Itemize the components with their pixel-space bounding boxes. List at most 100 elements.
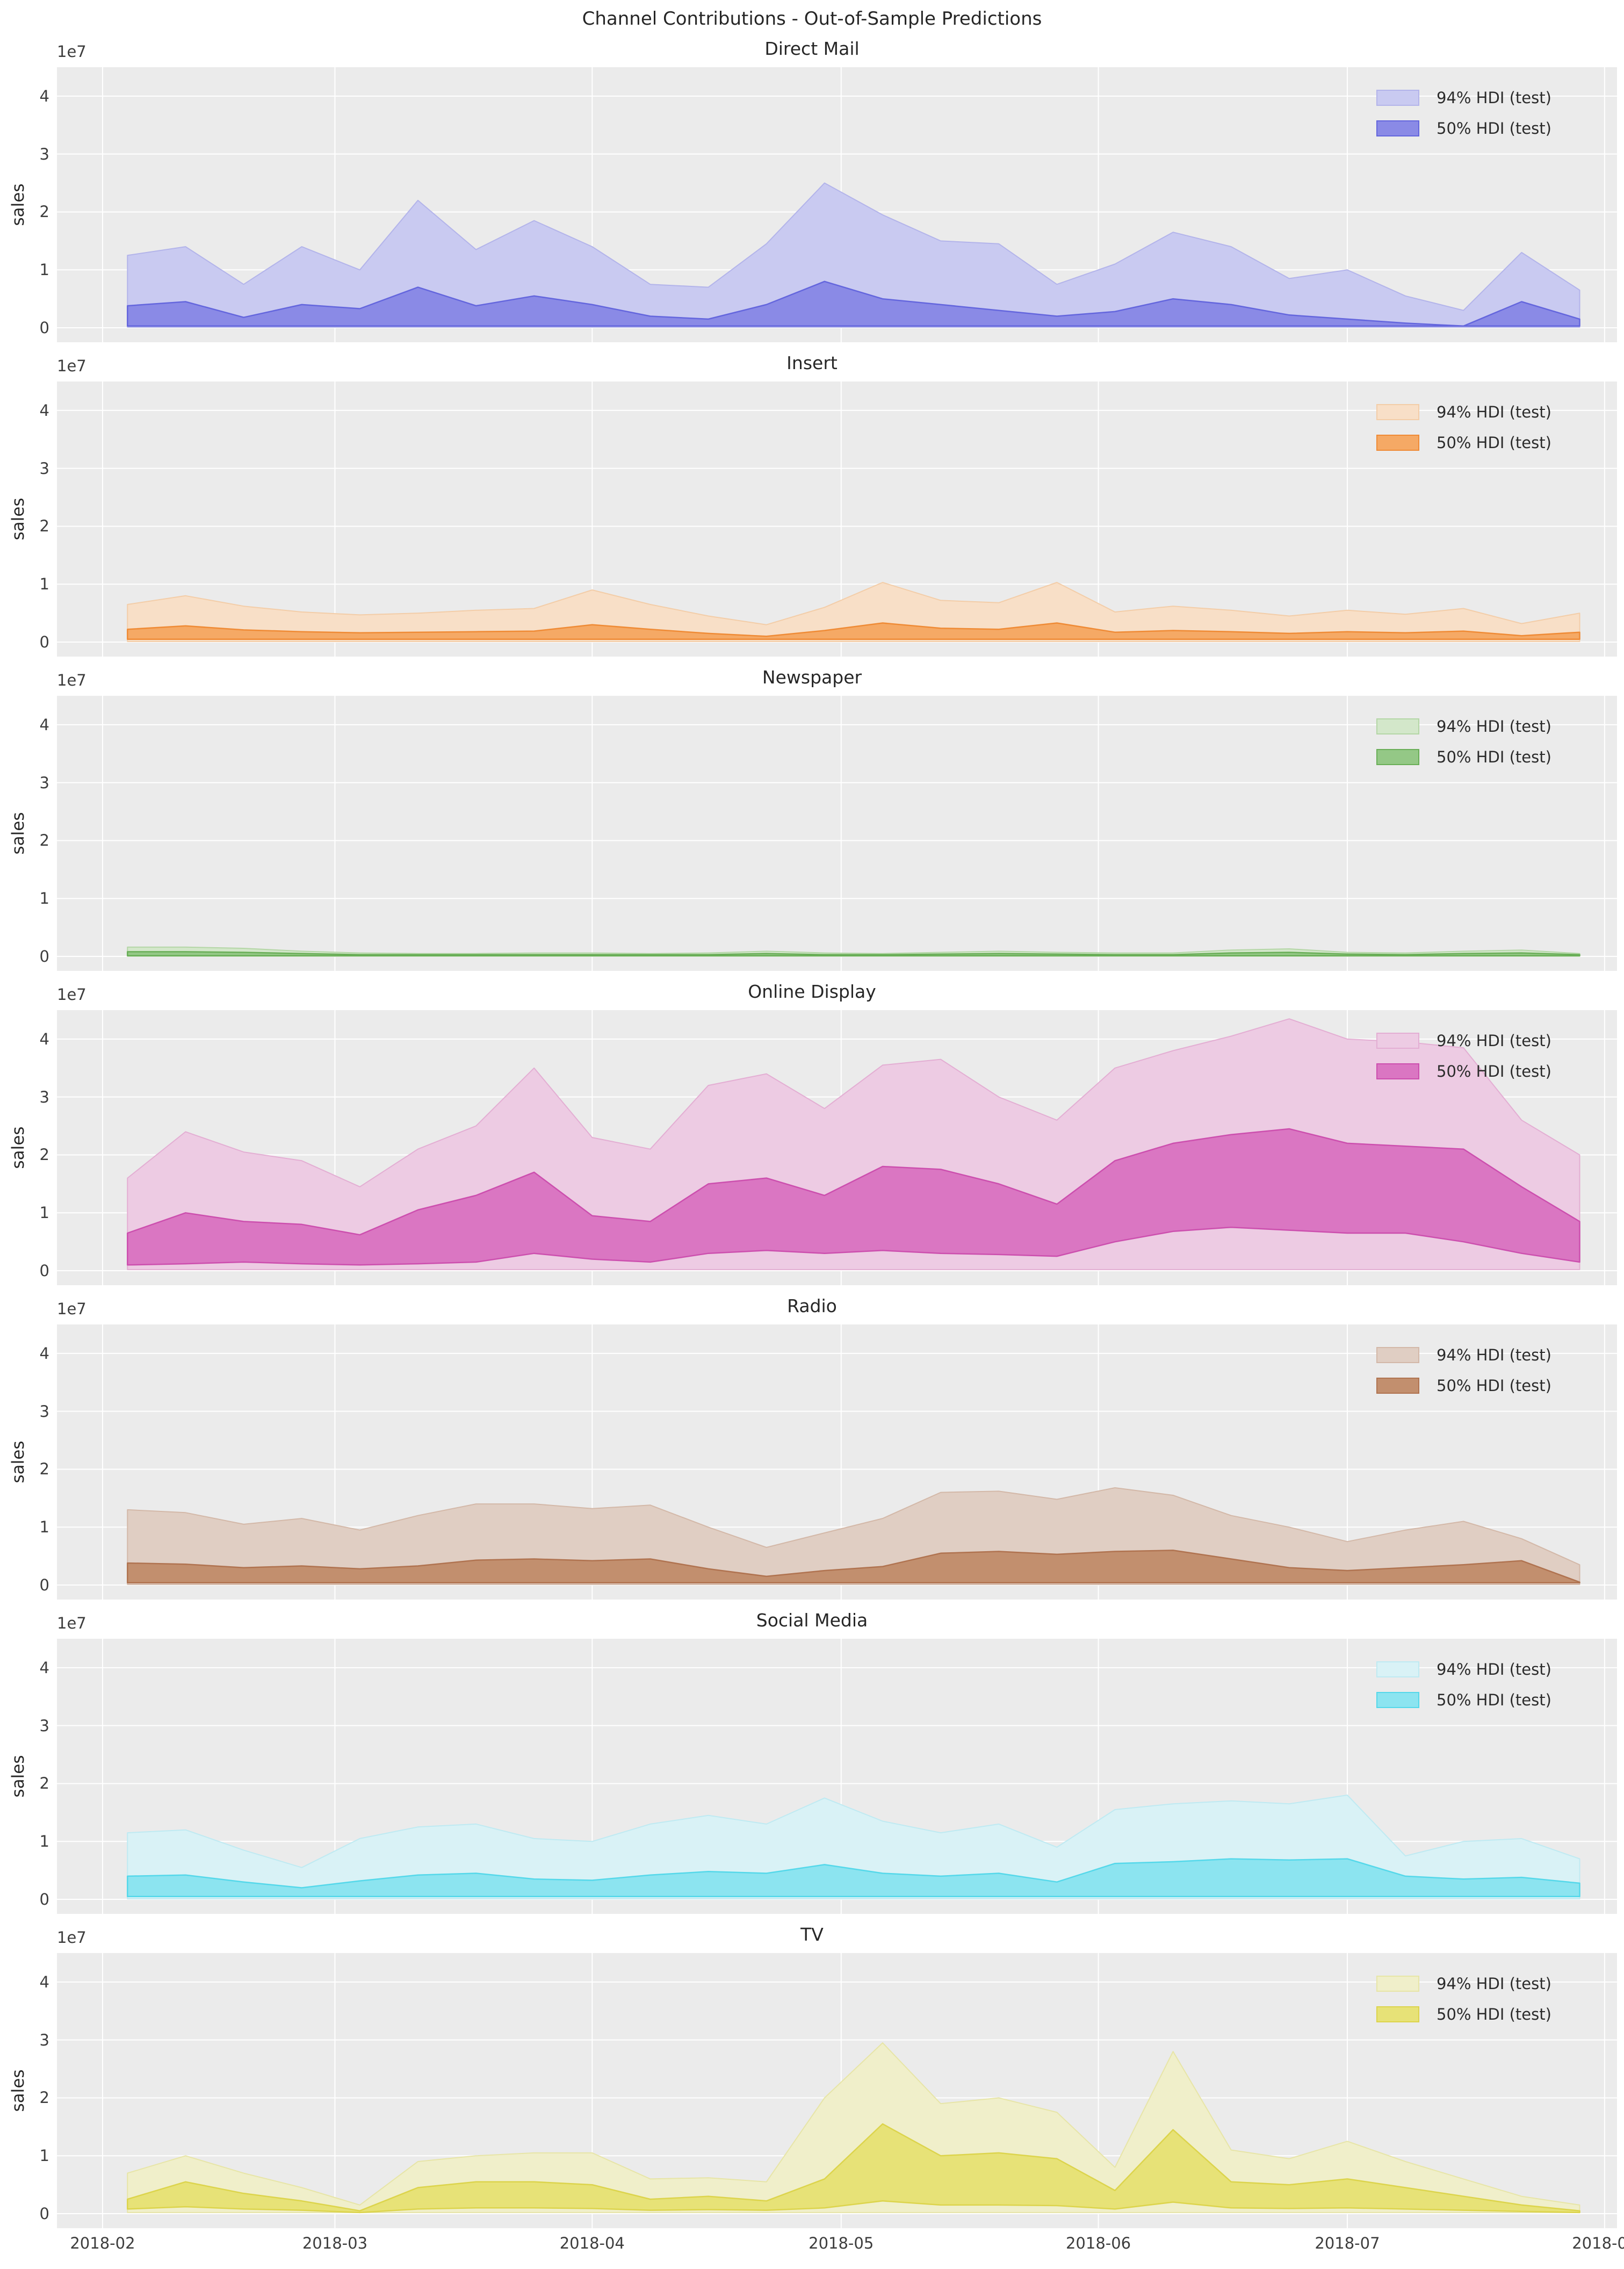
hdi50-legend-swatch-icon [1376,434,1419,451]
hdi94-legend-swatch-icon [1376,1032,1419,1049]
y-tick-label: 3 [39,459,49,478]
y-axis-ticks: 0 1 2 3 4 [0,1915,49,2228]
legend-label-50: 50% HDI (test) [1437,433,1551,452]
legend: 94% HDI (test) 50% HDI (test) [1376,1339,1551,1401]
y-tick-label: 3 [39,773,49,792]
y-tick-label: 0 [39,947,49,966]
y-offset-label: 1e7 [57,985,86,1004]
y-tick-label: 1 [39,1518,49,1537]
legend-row: 94% HDI (test) [1376,1025,1551,1056]
legend-row: 50% HDI (test) [1376,427,1551,458]
legend-row: 94% HDI (test) [1376,397,1551,427]
legend-row: 50% HDI (test) [1376,1684,1551,1715]
legend-label-94: 94% HDI (test) [1437,402,1551,421]
y-tick-label: 3 [39,1716,49,1735]
legend-label-50: 50% HDI (test) [1437,1376,1551,1395]
hdi94-legend-swatch-icon [1376,1346,1419,1363]
figure-title: Channel Contributions - Out-of-Sample Pr… [582,8,1042,30]
subplot-title: Newspaper [762,667,862,688]
legend-row: 50% HDI (test) [1376,741,1551,772]
y-axis-ticks: 0 1 2 3 4 [0,30,49,342]
x-tick-label: 2018-02 [70,2234,135,2252]
y-tick-label: 2 [39,1460,49,1479]
legend-label-94: 94% HDI (test) [1437,1031,1551,1050]
legend: 94% HDI (test) 50% HDI (test) [1376,1025,1551,1086]
subplot-title: Direct Mail [764,38,860,59]
legend-row: 50% HDI (test) [1376,1056,1551,1086]
legend-label-50: 50% HDI (test) [1437,1062,1551,1081]
x-tick-label: 2018-08 [1572,2234,1624,2252]
hdi50-legend-swatch-icon [1376,1691,1419,1708]
legend-label-94: 94% HDI (test) [1437,88,1551,107]
y-tick-label: 2 [39,1774,49,1793]
legend-row: 94% HDI (test) [1376,1339,1551,1370]
legend-row: 50% HDI (test) [1376,113,1551,143]
y-offset-label: 1e7 [57,42,86,61]
hdi50-legend-swatch-icon [1376,2006,1419,2022]
y-tick-label: 0 [39,1262,49,1280]
y-offset-label: 1e7 [57,1300,86,1318]
legend-label-50: 50% HDI (test) [1437,747,1551,766]
y-offset-label: 1e7 [57,671,86,689]
y-tick-label: 1 [39,261,49,279]
y-tick-label: 4 [39,1658,49,1677]
x-tick-label: 2018-04 [559,2234,625,2252]
y-tick-label: 1 [39,1204,49,1222]
legend-label-50: 50% HDI (test) [1437,119,1551,138]
y-tick-label: 4 [39,1344,49,1363]
hdi94-legend-swatch-icon [1376,89,1419,106]
x-tick-label: 2018-03 [302,2234,368,2252]
y-axis-ticks: 0 1 2 3 4 [0,1601,49,1914]
y-tick-label: 4 [39,715,49,734]
legend-row: 94% HDI (test) [1376,82,1551,113]
subplot-title: Online Display [748,981,876,1002]
x-tick-label: 2018-07 [1315,2234,1380,2252]
x-tick-label: 2018-06 [1065,2234,1131,2252]
y-tick-label: 2 [39,831,49,850]
legend-row: 50% HDI (test) [1376,1999,1551,2029]
hdi50-legend-swatch-icon [1376,1063,1419,1079]
y-tick-label: 3 [39,1402,49,1421]
y-tick-label: 0 [39,1890,49,1909]
y-tick-label: 0 [39,633,49,652]
y-tick-label: 3 [39,2030,49,2049]
y-tick-label: 4 [39,401,49,420]
legend-label-94: 94% HDI (test) [1437,1345,1551,1364]
y-offset-label: 1e7 [57,1614,86,1632]
y-tick-label: 2 [39,517,49,536]
legend-row: 94% HDI (test) [1376,1654,1551,1684]
hdi50-legend-swatch-icon [1376,748,1419,765]
y-tick-label: 0 [39,319,49,337]
legend: 94% HDI (test) 50% HDI (test) [1376,1968,1551,2029]
hdi50-legend-swatch-icon [1376,120,1419,136]
legend-label-50: 50% HDI (test) [1437,1690,1551,1709]
subplot-title: TV [800,1924,824,1945]
hdi94-legend-swatch-icon [1376,404,1419,420]
legend: 94% HDI (test) 50% HDI (test) [1376,397,1551,458]
y-tick-label: 2 [39,2088,49,2107]
x-tick-label: 2018-05 [809,2234,874,2252]
legend-row: 94% HDI (test) [1376,711,1551,741]
y-tick-label: 4 [39,1029,49,1048]
legend-row: 50% HDI (test) [1376,1370,1551,1401]
legend: 94% HDI (test) 50% HDI (test) [1376,82,1551,143]
y-tick-label: 0 [39,2205,49,2223]
legend-label-94: 94% HDI (test) [1437,717,1551,736]
legend: 94% HDI (test) 50% HDI (test) [1376,1654,1551,1715]
hdi94-legend-swatch-icon [1376,718,1419,734]
x-axis-ticks: 2018-02 2018-03 2018-04 2018-05 2018-06 2018-… [0,2234,1624,2261]
y-axis-ticks: 0 1 2 3 4 [0,973,49,1285]
subplot-title: Insert [786,352,838,373]
legend-row: 94% HDI (test) [1376,1968,1551,1999]
legend-label-94: 94% HDI (test) [1437,1660,1551,1679]
y-tick-label: 4 [39,87,49,105]
y-offset-label: 1e7 [57,1928,86,1947]
